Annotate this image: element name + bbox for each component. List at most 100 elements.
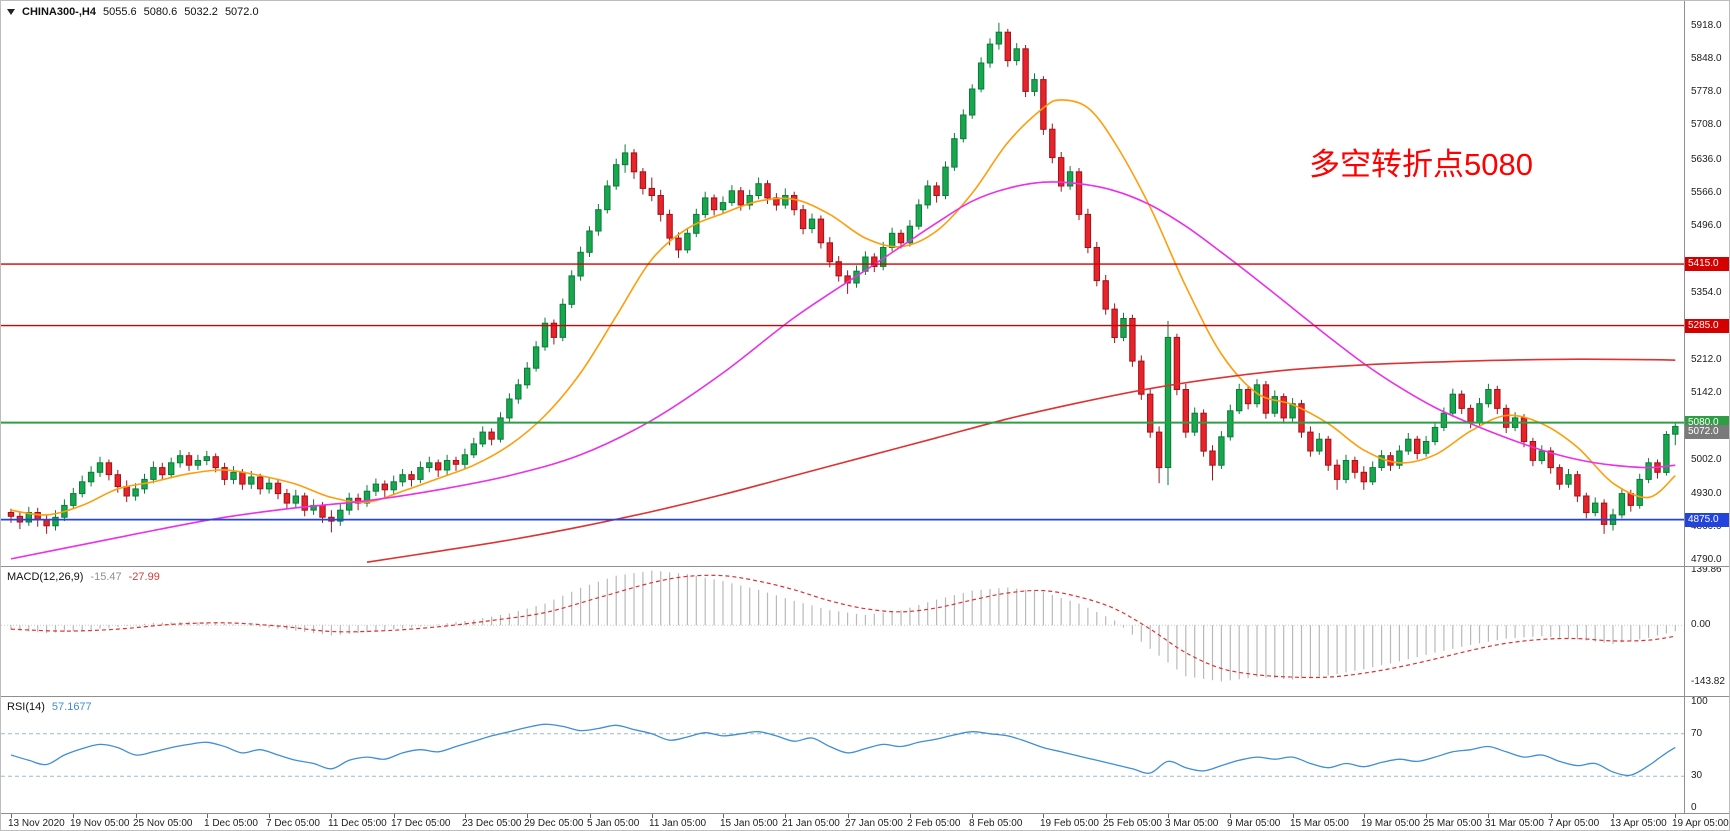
price-chart-canvas[interactable] [1,1,1684,566]
time-tick [785,814,786,818]
bar-close-value: 5072.0 [224,6,259,18]
time-label: 15 Mar 05:00 [1290,818,1349,829]
time-tick [1043,814,1044,818]
time-tick [910,814,911,818]
panel-separator[interactable] [1,696,1729,697]
time-label: 27 Jan 05:00 [845,818,903,829]
time-label: 19 Nov 05:00 [70,818,130,829]
time-axis[interactable]: 13 Nov 2020 19 Nov 05:00 25 Nov 05:00 1 Dec… [1,814,1729,830]
time-label: 25 Nov 05:00 [133,818,193,829]
time-tick [73,814,74,818]
macd-signal-value: -27.99 [128,571,160,583]
time-label: 19 Apr 05:00 [1672,818,1729,829]
macd-main-value: -15.47 [90,571,122,583]
time-label: 11 Dec 05:00 [328,818,387,829]
macd-panel: MACD(12,26,9) -15.47 -27.99 139.86 0.00 -1… [1,567,1729,696]
price-tick-label: 5636.0 [1691,154,1722,165]
time-tick [1426,814,1427,818]
price-tick-label: 5354.0 [1691,287,1722,298]
symbol-dropdown-icon[interactable] [7,9,15,15]
time-tick [723,814,724,818]
price-tick-label: 5566.0 [1691,187,1722,198]
price-tick-label: 5708.0 [1691,119,1722,130]
rsi-line [10,723,1676,777]
time-tick [394,814,395,818]
price-tick-label: 4930.0 [1691,488,1722,499]
time-label: 29 Dec 05:00 [524,818,584,829]
time-tick [972,814,973,818]
time-tick [1168,814,1169,818]
macd-name: MACD(12,26,9) [7,571,84,583]
hline-badge-5285.0: 5285.0 [1685,319,1729,333]
time-tick [331,814,332,818]
symbol-timeframe-label: CHINA300-,H4 [22,6,96,18]
panel-separator [1,813,1729,814]
time-label: 7 Dec 05:00 [266,818,320,829]
time-label: 9 Mar 05:00 [1227,818,1281,829]
bar-low-value: 5032.2 [184,6,218,18]
time-tick [1613,814,1614,818]
time-label: 3 Mar 05:00 [1165,818,1219,829]
time-label: 31 Mar 05:00 [1485,818,1544,829]
last-price-badge: 5072.0 [1685,425,1729,439]
macd-tick-label: 0.00 [1691,619,1711,630]
time-tick [269,814,270,818]
bar-open-value: 5055.6 [102,6,137,18]
ma-line-fast [10,99,1676,516]
panel-separator[interactable] [1,566,1729,567]
rsi-value: 57.1677 [51,701,92,713]
bar-high-value: 5080.6 [143,6,178,18]
time-tick [1230,814,1231,818]
price-tick-label: 4790.0 [1691,554,1722,565]
price-scale-separator [1684,1,1685,813]
time-tick [1675,814,1676,818]
chart-annotation-text[interactable]: 多空转折点5080 [1309,147,1533,182]
time-label: 5 Jan 05:00 [587,818,640,829]
price-panel: CHINA300-,H4 5055.6 5080.6 5032.2 5072.0… [1,1,1729,566]
time-label: 23 Dec 05:00 [462,818,522,829]
macd-label: MACD(12,26,9) -15.47 -27.99 [7,571,160,583]
time-label: 17 Dec 05:00 [391,818,451,829]
rsi-panel: RSI(14) 57.1677 100 70 30 0 [1,697,1729,813]
hline-badge-4875.0: 4875.0 [1685,513,1729,527]
time-label: 11 Jan 05:00 [649,818,707,829]
time-label: 8 Feb 05:00 [969,818,1023,829]
macd-chart-canvas[interactable] [1,567,1684,696]
time-label: 15 Jan 05:00 [720,818,778,829]
price-tick-label: 5142.0 [1691,387,1722,398]
time-label: 21 Jan 05:00 [782,818,840,829]
macd-tick-label: 139.86 [1691,567,1722,575]
price-tick-label: 5848.0 [1691,53,1722,64]
rsi-chart-canvas[interactable] [1,697,1684,813]
time-label: 19 Feb 05:00 [1040,818,1099,829]
time-label: 2 Feb 05:00 [907,818,961,829]
time-tick [652,814,653,818]
macd-signal-line [10,574,1676,679]
time-tick [207,814,208,818]
price-tick-label: 5918.0 [1691,20,1722,31]
rsi-label: RSI(14) 57.1677 [7,701,92,713]
time-tick [11,814,12,818]
rsi-name: RSI(14) [7,701,45,713]
price-tick-label: 5778.0 [1691,86,1722,97]
time-tick [590,814,591,818]
ma-line-medium [10,181,1676,560]
time-tick [136,814,137,818]
macd-histogram [10,570,1676,682]
hline-badge-5415.0: 5415.0 [1685,257,1729,271]
time-label: 25 Mar 05:00 [1423,818,1482,829]
time-label: 19 Mar 05:00 [1361,818,1420,829]
time-tick [1364,814,1365,818]
ma-line-slow [366,358,1676,563]
time-tick [465,814,466,818]
price-tick-label: 5496.0 [1691,220,1722,231]
macd-tick-label: -143.82 [1691,676,1725,687]
price-tick-label: 5002.0 [1691,454,1722,465]
price-tick-label: 5212.0 [1691,354,1722,365]
time-tick [1106,814,1107,818]
time-label: 13 Apr 05:00 [1610,818,1667,829]
time-tick [1488,814,1489,818]
time-label: 1 Dec 05:00 [204,818,258,829]
rsi-tick-label: 70 [1691,728,1703,739]
